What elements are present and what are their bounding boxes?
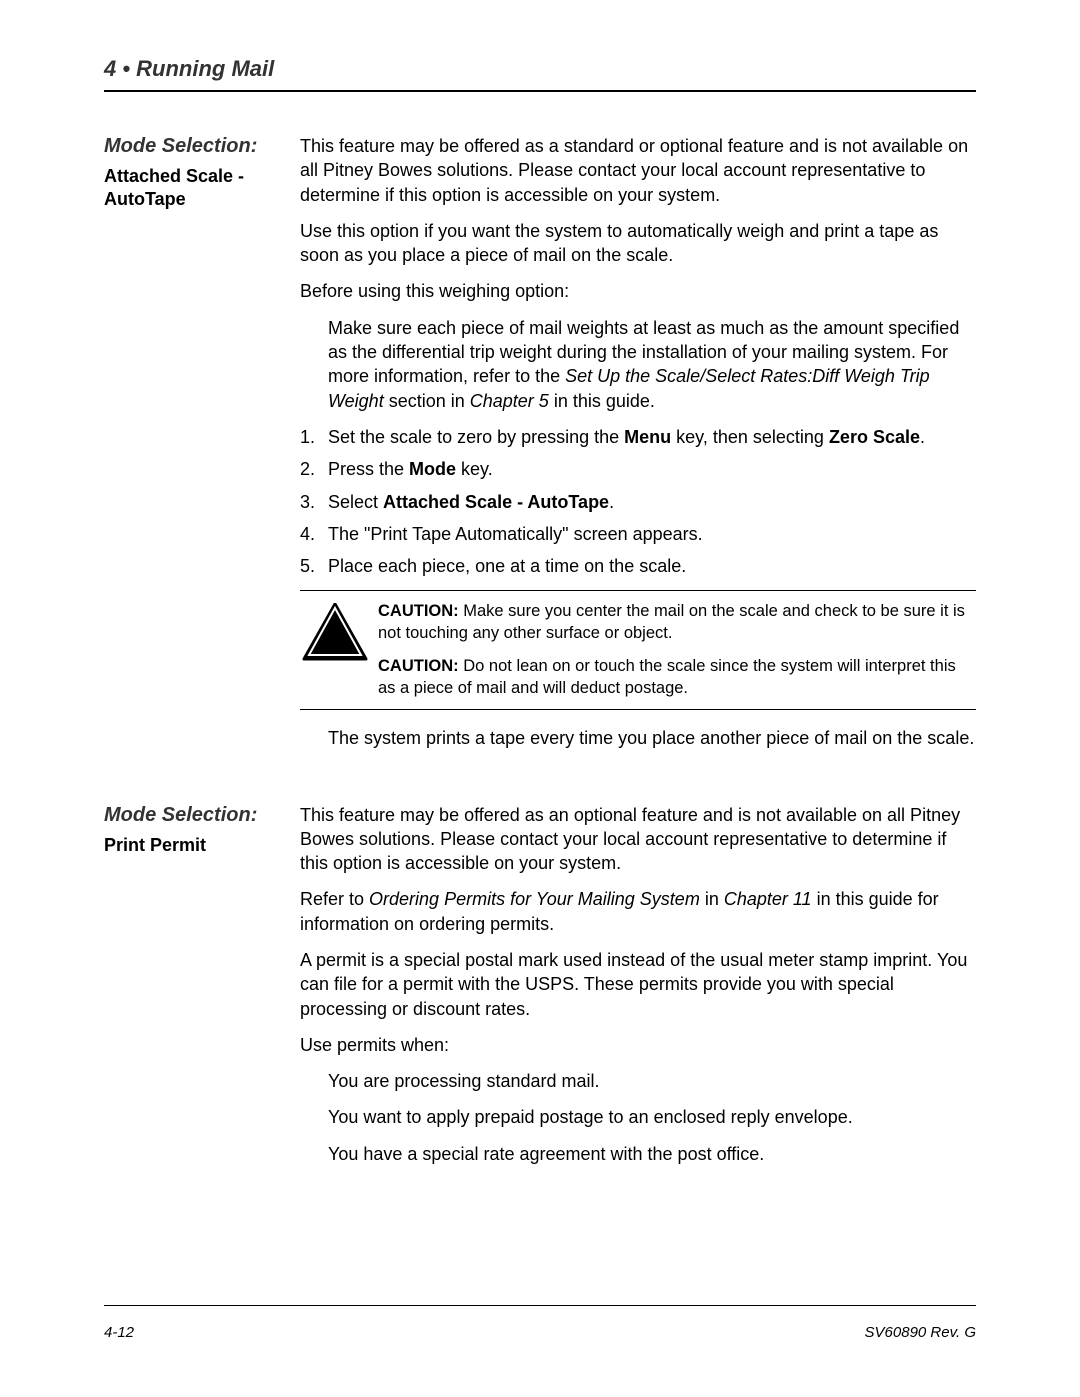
- text: key.: [456, 459, 493, 479]
- footer-rule: [104, 1305, 976, 1306]
- side-heading: Mode Selection:: [104, 803, 288, 828]
- section-autotape: Mode Selection: Attached Scale - AutoTap…: [104, 134, 976, 763]
- caution-label: CAUTION:: [378, 657, 459, 675]
- paragraph: Use permits when:: [300, 1033, 976, 1057]
- chapter-title: 4 • Running Mail: [104, 56, 976, 82]
- list-item: 2. Press the Mode key.: [300, 457, 976, 481]
- text: .: [920, 427, 925, 447]
- bold-text: Menu: [624, 427, 671, 447]
- header-rule: [104, 90, 976, 92]
- text: .: [609, 492, 614, 512]
- list-text: Press the Mode key.: [328, 457, 976, 481]
- bold-text: Zero Scale: [829, 427, 920, 447]
- list-number: 5.: [300, 554, 328, 578]
- list-text: Select Attached Scale - AutoTape.: [328, 490, 976, 514]
- bold-text: Attached Scale - AutoTape: [383, 492, 609, 512]
- text: Refer to: [300, 889, 369, 909]
- text: Do not lean on or touch the scale since …: [378, 657, 956, 696]
- paragraph: Before using this weighing option:: [300, 279, 976, 303]
- list-text: Set the scale to zero by pressing the Me…: [328, 425, 976, 449]
- ordered-list: 1. Set the scale to zero by pressing the…: [300, 425, 976, 578]
- paragraph: Refer to Ordering Permits for Your Maili…: [300, 887, 976, 936]
- bullet-item: You have a special rate agreement with t…: [300, 1142, 976, 1166]
- text: Select: [328, 492, 383, 512]
- side-subheading: Attached Scale - AutoTape: [104, 165, 288, 212]
- page-number: 4-12: [104, 1324, 134, 1341]
- paragraph: This feature may be offered as an option…: [300, 803, 976, 876]
- text: Make sure you center the mail on the sca…: [378, 602, 965, 641]
- section-print-permit: Mode Selection: Print Permit This featur…: [104, 803, 976, 1179]
- list-number: 2.: [300, 457, 328, 481]
- indented-paragraph: Make sure each piece of mail weights at …: [300, 316, 976, 413]
- text: in: [700, 889, 724, 909]
- list-item: 1. Set the scale to zero by pressing the…: [300, 425, 976, 449]
- italic-text: Ordering Permits for Your Mailing System: [369, 889, 700, 909]
- italic-text: Chapter 11: [724, 889, 812, 909]
- text: Set the scale to zero by pressing the: [328, 427, 624, 447]
- list-item: 5. Place each piece, one at a time on th…: [300, 554, 976, 578]
- italic-text: Chapter 5: [470, 391, 549, 411]
- text: in this guide.: [549, 391, 655, 411]
- page-footer: 4-12 SV60890 Rev. G: [104, 1305, 976, 1341]
- list-number: 1.: [300, 425, 328, 449]
- text: key, then selecting: [671, 427, 829, 447]
- caution-label: CAUTION:: [378, 602, 459, 620]
- caution-block: CAUTION: Make sure you center the mail o…: [300, 590, 976, 710]
- list-item: 4. The "Print Tape Automatically" screen…: [300, 522, 976, 546]
- side-heading: Mode Selection:: [104, 134, 288, 159]
- paragraph: This feature may be offered as a standar…: [300, 134, 976, 207]
- bullet-item: You want to apply prepaid postage to an …: [300, 1105, 976, 1129]
- doc-revision: SV60890 Rev. G: [865, 1324, 976, 1341]
- paragraph: The system prints a tape every time you …: [300, 726, 976, 750]
- text: Press the: [328, 459, 409, 479]
- paragraph: Use this option if you want the system t…: [300, 219, 976, 268]
- caution-text: CAUTION: Do not lean on or touch the sca…: [378, 656, 976, 699]
- bullet-item: You are processing standard mail.: [300, 1069, 976, 1093]
- bold-text: Mode: [409, 459, 456, 479]
- caution-icon: [300, 601, 378, 699]
- paragraph: A permit is a special postal mark used i…: [300, 948, 976, 1021]
- caution-text: CAUTION: Make sure you center the mail o…: [378, 601, 976, 644]
- list-number: 3.: [300, 490, 328, 514]
- list-item: 3. Select Attached Scale - AutoTape.: [300, 490, 976, 514]
- side-subheading: Print Permit: [104, 834, 288, 857]
- text: section in: [384, 391, 470, 411]
- list-text: Place each piece, one at a time on the s…: [328, 554, 976, 578]
- list-text: The "Print Tape Automatically" screen ap…: [328, 522, 976, 546]
- list-number: 4.: [300, 522, 328, 546]
